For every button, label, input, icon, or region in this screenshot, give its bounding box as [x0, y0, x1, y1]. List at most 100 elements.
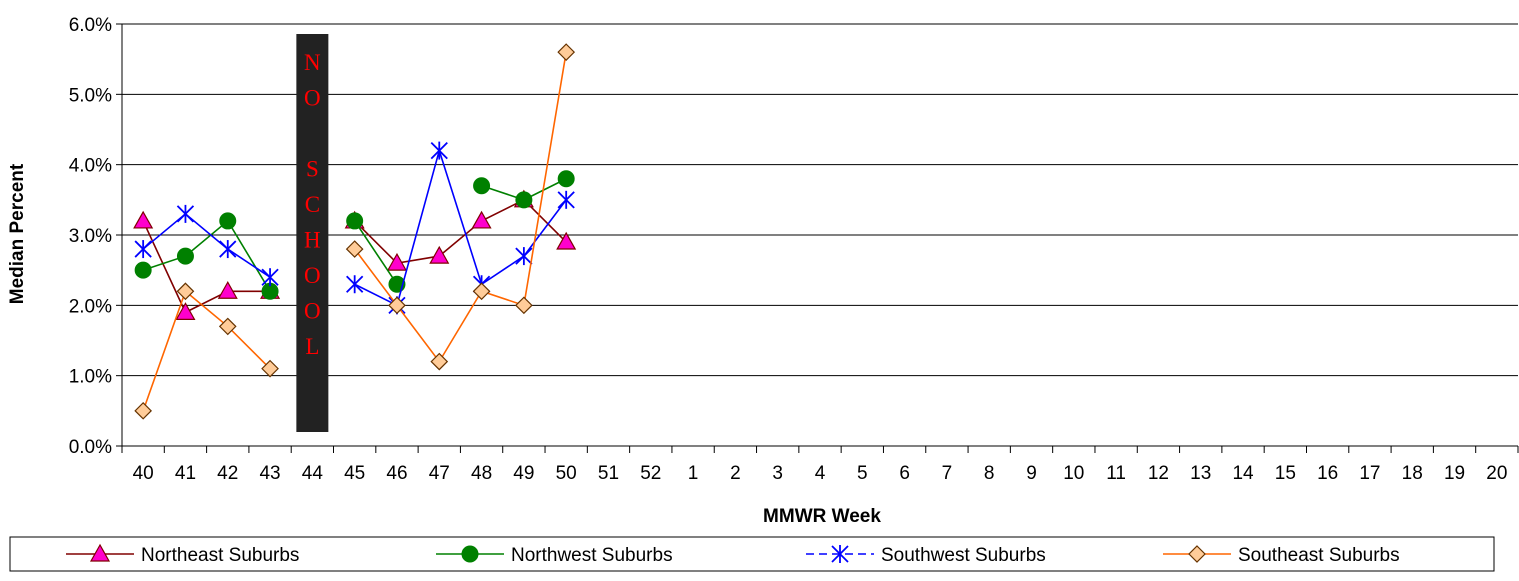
data-point	[430, 141, 448, 160]
x-tick-label: 44	[302, 463, 324, 484]
data-point	[557, 190, 575, 209]
data-point	[429, 245, 450, 264]
banner-letter: N	[304, 50, 321, 75]
x-tick-label: 49	[513, 463, 534, 484]
x-tick-label: 43	[259, 463, 280, 484]
banner-letter: S	[306, 157, 319, 182]
data-point	[175, 302, 196, 320]
x-axis: 40 41 42 43 44 45 46 47 48 49 50 51 52 1 2 3 4 5 6 7 8 9 10 11 1…	[121, 445, 1519, 484]
legend-item: Southeast Suburbs	[1163, 545, 1400, 566]
data-point	[219, 240, 237, 259]
series-line	[142, 289, 271, 412]
y-tick-label: 1.0%	[69, 367, 112, 388]
data-point	[557, 43, 576, 61]
series-line	[142, 212, 271, 278]
x-tick-label: 3	[772, 463, 783, 484]
x-tick-label: 45	[344, 463, 365, 484]
y-tick-label: 2.0%	[69, 296, 112, 317]
banner-letter: O	[304, 86, 321, 111]
data-point	[831, 545, 849, 563]
x-tick-label: 17	[1359, 463, 1380, 484]
data-point	[472, 282, 491, 301]
data-point	[176, 204, 195, 223]
series-line	[142, 220, 271, 314]
data-point	[430, 352, 449, 371]
series-group	[133, 43, 577, 420]
x-tick-label: 51	[598, 463, 619, 484]
data-point	[134, 401, 153, 420]
data-point	[134, 240, 152, 259]
data-point	[134, 261, 152, 279]
legend-label: Northeast Suburbs	[141, 545, 299, 566]
series-line	[354, 147, 567, 307]
series-southeast-suburbs	[134, 43, 576, 420]
data-point	[346, 275, 364, 294]
data-point	[386, 252, 407, 271]
series-line	[354, 198, 567, 264]
x-tick-label: 11	[1106, 463, 1126, 484]
data-point	[515, 191, 533, 209]
data-point	[1188, 545, 1206, 563]
legend-box	[9, 536, 1495, 572]
legend-label: Southwest Suburbs	[881, 545, 1046, 566]
data-point	[133, 210, 154, 229]
x-tick-label: 46	[386, 463, 407, 484]
banner-letter: O	[304, 299, 321, 324]
x-tick-label: 19	[1444, 463, 1465, 484]
banner-background	[296, 34, 329, 432]
x-tick-label: 42	[217, 463, 238, 484]
x-tick-label: 7	[942, 463, 953, 484]
x-tick-label: 9	[1026, 463, 1037, 484]
x-tick-label: 8	[984, 463, 995, 484]
y-tick-label: 0.0%	[69, 437, 112, 458]
data-point	[261, 359, 279, 378]
y-axis-title: Median Percent	[7, 163, 28, 304]
banner-letter: C	[305, 192, 320, 217]
x-tick-label: 6	[899, 463, 910, 484]
y-tick-label: 5.0%	[69, 85, 112, 106]
y-tick-label: 6.0%	[69, 15, 112, 36]
legend-item: Northeast Suburbs	[66, 543, 299, 566]
data-point	[556, 231, 577, 250]
data-point	[176, 282, 195, 301]
series-line	[354, 52, 567, 364]
banner-letter: H	[304, 228, 321, 253]
x-tick-label: 14	[1232, 463, 1254, 484]
x-tick-label: 13	[1190, 463, 1211, 484]
x-tick-label: 4	[815, 463, 826, 484]
x-tick-label: 12	[1148, 463, 1169, 484]
gridlines	[122, 23, 1518, 377]
legend-label: Northwest Suburbs	[511, 545, 673, 566]
series-line	[354, 220, 398, 285]
x-tick-label: 41	[175, 463, 196, 484]
banner-letter: O	[304, 263, 321, 288]
data-point	[388, 296, 406, 315]
data-point	[176, 247, 194, 265]
x-tick-label: 47	[429, 463, 450, 484]
x-tick-label: 10	[1063, 463, 1084, 484]
y-tick-label: 3.0%	[69, 226, 112, 247]
x-tick-label: 50	[556, 463, 577, 484]
legend-item: Southwest Suburbs	[806, 545, 1046, 566]
legend-item: Northwest Suburbs	[436, 545, 673, 566]
x-axis-title: MMWR Week	[763, 506, 881, 527]
data-point	[515, 247, 533, 266]
y-axis: 0.0% 1.0% 2.0% 3.0% 4.0% 5.0% 6.0%	[69, 15, 123, 458]
x-tick-label: 52	[640, 463, 661, 484]
data-point	[557, 170, 575, 188]
data-point	[471, 210, 492, 229]
legend-label: Southeast Suburbs	[1238, 545, 1400, 566]
y-tick-label: 4.0%	[69, 156, 112, 177]
x-tick-label: 40	[133, 463, 154, 484]
data-point	[217, 281, 238, 299]
x-tick-label: 1	[688, 463, 699, 484]
x-tick-label: 2	[730, 463, 741, 484]
data-point	[473, 177, 491, 195]
x-tick-label: 5	[857, 463, 868, 484]
data-point	[346, 212, 364, 230]
data-point	[261, 268, 279, 287]
x-tick-label: 48	[471, 463, 492, 484]
x-tick-label: 15	[1275, 463, 1296, 484]
